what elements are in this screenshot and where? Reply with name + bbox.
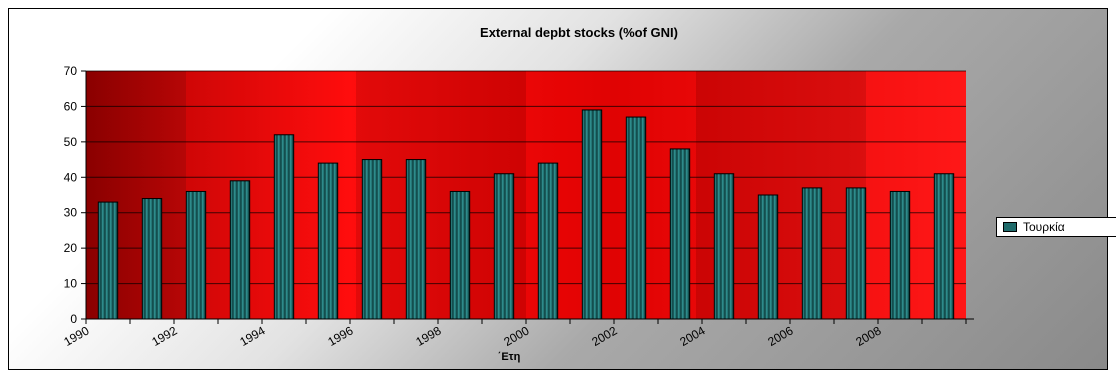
bar-2005 bbox=[757, 194, 779, 320]
y-tick-label: 30 bbox=[64, 206, 78, 220]
x-tick-label: 2004 bbox=[677, 323, 707, 349]
bar-2007 bbox=[845, 187, 867, 320]
bar-1990 bbox=[97, 201, 119, 320]
bar-1999 bbox=[493, 173, 515, 320]
y-tick-label: 0 bbox=[70, 312, 77, 326]
y-tick-label: 70 bbox=[64, 64, 78, 78]
x-tick-label: 1996 bbox=[325, 323, 355, 349]
axes bbox=[85, 71, 974, 320]
x-tick-label: 2002 bbox=[589, 323, 619, 349]
bar-1995 bbox=[317, 162, 339, 320]
bar-1991 bbox=[141, 198, 163, 320]
legend: Τουρκία bbox=[996, 217, 1116, 237]
x-tick-label: 1992 bbox=[149, 323, 179, 349]
bar-2000 bbox=[537, 162, 559, 320]
y-tick-label: 60 bbox=[64, 99, 78, 113]
bar-1992 bbox=[185, 190, 207, 320]
y-tick-label: 20 bbox=[64, 241, 78, 255]
bar-2001 bbox=[581, 109, 603, 320]
y-tick-label: 40 bbox=[64, 170, 78, 184]
y-axis-ticks: 0 10 20 30 40 50 60 70 bbox=[64, 64, 86, 326]
bar-1993 bbox=[229, 180, 251, 320]
bar-1998 bbox=[449, 190, 471, 320]
y-tick-label: 50 bbox=[64, 135, 78, 149]
bar-1996 bbox=[361, 159, 383, 320]
x-tick-label: 2006 bbox=[765, 323, 795, 349]
bar-1997 bbox=[405, 159, 427, 320]
legend-label: Τουρκία bbox=[1023, 220, 1065, 234]
legend-swatch bbox=[1003, 222, 1017, 232]
bar-2008 bbox=[889, 190, 911, 320]
chart-title: External depbt stocks (%of GNI) bbox=[480, 25, 678, 40]
bar-1994 bbox=[273, 134, 295, 320]
x-tick-label: 2000 bbox=[501, 323, 531, 349]
bars bbox=[97, 109, 955, 320]
y-tick-label: 10 bbox=[64, 277, 78, 291]
bar-chart: External depbt stocks (%of GNI) 0 10 20 30 4… bbox=[61, 25, 974, 363]
x-tick-label: 2008 bbox=[853, 323, 883, 349]
bar-2006 bbox=[801, 187, 823, 320]
x-tick-label: 1994 bbox=[237, 323, 267, 349]
bar-2004 bbox=[713, 173, 735, 320]
x-tick-label: 1998 bbox=[413, 323, 443, 349]
x-axis-ticks: 1990 1992 1994 1996 1998 2000 2002 2004 2006 2008 bbox=[61, 319, 967, 349]
x-axis-label: ΄Ετη bbox=[498, 351, 521, 363]
bar-2002 bbox=[625, 116, 647, 320]
x-tick-label: 1990 bbox=[61, 323, 91, 349]
bar-2009 bbox=[933, 173, 955, 320]
chart-area: External depbt stocks (%of GNI) 0 10 20 30 4… bbox=[8, 8, 1116, 370]
bar-2003 bbox=[669, 148, 691, 320]
